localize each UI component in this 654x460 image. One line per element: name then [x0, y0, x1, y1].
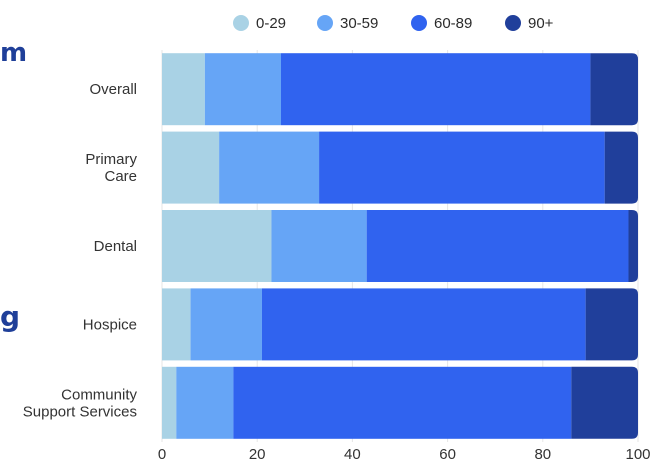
legend-marker [317, 15, 333, 31]
x-tick-label: 40 [344, 446, 361, 460]
bar-segment [176, 366, 234, 439]
bar-segment [590, 53, 638, 126]
bar-segment [162, 131, 220, 204]
category-label: Overall [89, 81, 137, 98]
bar-segment [281, 53, 591, 126]
bar-segment [162, 210, 272, 282]
bar-segment [219, 131, 320, 204]
legend-marker [411, 15, 427, 31]
legend-marker [233, 15, 249, 31]
x-tick-label: 20 [249, 446, 266, 460]
bar-segment [261, 288, 586, 361]
partial-heading-glyph: g [0, 300, 21, 333]
category-label: Community Support Services [23, 386, 138, 420]
bar-segment [571, 366, 638, 439]
legend-label: 0-29 [256, 15, 286, 32]
legend-label: 90+ [528, 15, 554, 32]
x-tick-label: 0 [158, 446, 166, 460]
bar-segment [604, 131, 638, 204]
x-tick-label: 60 [439, 446, 456, 460]
bar-segment [162, 366, 177, 439]
x-tick-label: 80 [534, 446, 551, 460]
bar-segment [162, 288, 191, 361]
bar-segment [585, 288, 638, 361]
bar-segment [204, 53, 281, 126]
bar-segment [271, 210, 367, 282]
bar-segment [366, 210, 629, 282]
legend-label: 60-89 [434, 15, 472, 32]
bar-segment [162, 53, 205, 126]
x-tick-label: 100 [625, 446, 650, 460]
bar-segment [233, 366, 572, 439]
bar-segment [190, 288, 262, 361]
partial-title-glyph: m [0, 38, 28, 68]
legend-label: 30-59 [340, 15, 378, 32]
bar-segment [319, 131, 605, 204]
bar-segment [628, 210, 638, 282]
category-label: Hospice [83, 316, 137, 333]
category-label: Primary Care [85, 151, 137, 185]
category-label: Dental [94, 238, 137, 255]
legend-marker [505, 15, 521, 31]
